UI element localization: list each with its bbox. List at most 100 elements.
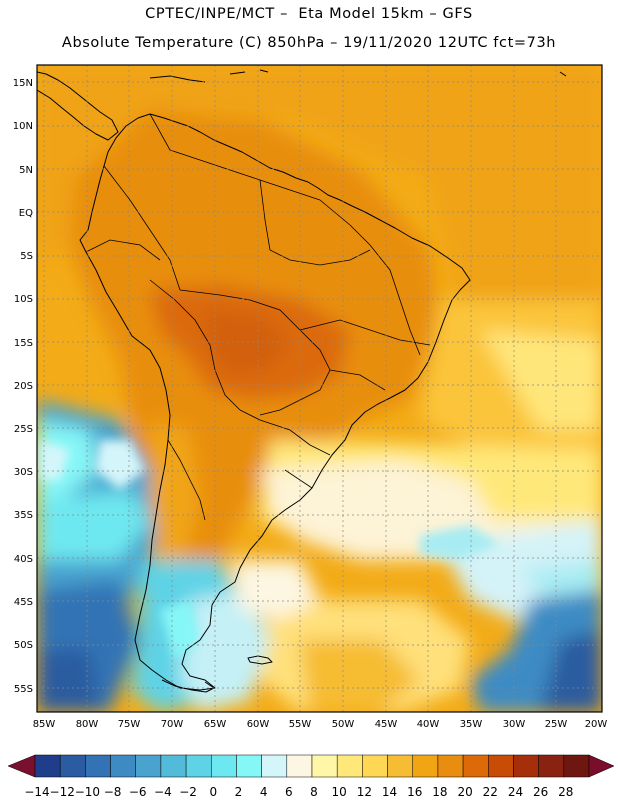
graticule <box>37 65 602 712</box>
colorbar-label: −14 <box>24 785 49 799</box>
latitude-axis: 15N 10N 5N EQ 5S 10S 15S 20S 25S 30S 35S… <box>13 78 33 695</box>
lat-label: 15N <box>13 78 33 89</box>
border-brazil-states-2 <box>299 319 431 346</box>
lat-label: 25S <box>14 424 33 435</box>
lat-label: 10N <box>13 121 33 132</box>
lat-label: 40S <box>14 554 33 565</box>
map-frame <box>36 64 603 713</box>
colorbar-swatch <box>488 754 514 778</box>
lat-label: 35S <box>14 510 33 521</box>
colorbar-label: 0 <box>209 785 217 799</box>
lat-label: 50S <box>14 640 33 651</box>
border-ecuador <box>85 239 161 261</box>
colorbar-swatch <box>261 754 288 778</box>
lon-label: 40W <box>417 719 440 730</box>
colorbar-swatch <box>135 754 162 778</box>
colorbar-label: −8 <box>104 785 122 799</box>
tierra-del-fuego <box>161 679 215 693</box>
colorbar-swatch <box>362 754 388 778</box>
colorbar-label: −2 <box>179 785 197 799</box>
lat-label: 45S <box>14 597 33 608</box>
lat-label: 5S <box>20 251 33 262</box>
lon-label: 30W <box>503 719 526 730</box>
colorbar-swatch <box>286 754 313 778</box>
colorbar-swatch <box>412 754 439 778</box>
lat-label: 15S <box>14 338 33 349</box>
lon-label: 50W <box>332 719 355 730</box>
colorbar-swatch <box>85 754 111 778</box>
lat-label: 55S <box>14 684 33 695</box>
lon-label: 55W <box>289 719 312 730</box>
lon-label: 65W <box>204 719 227 730</box>
colorbar-label: −10 <box>75 785 100 799</box>
colorbar-label: 12 <box>357 785 372 799</box>
lat-label: EQ <box>19 208 33 219</box>
lon-label: 35W <box>460 719 483 730</box>
lon-label: 70W <box>161 719 184 730</box>
colorbar-label: 24 <box>508 785 523 799</box>
lon-label: 20W <box>585 719 608 730</box>
colorbar-swatch <box>211 754 237 778</box>
lat-label: 30S <box>14 467 33 478</box>
colorbar-label: 16 <box>407 785 422 799</box>
border-colombia-peru <box>103 165 181 291</box>
colorbar-swatch <box>311 754 338 778</box>
lat-label: 5N <box>19 165 33 176</box>
colorbar-label: 26 <box>533 785 548 799</box>
lon-label: 80W <box>76 719 99 730</box>
colorbar-swatch <box>513 754 539 778</box>
colorbar-label: 18 <box>432 785 447 799</box>
border-brazil-states-1 <box>319 199 421 356</box>
lat-label: 10S <box>14 294 33 305</box>
colorbar-max-arrow <box>588 754 615 778</box>
colorbar-label: −6 <box>129 785 147 799</box>
lat-label: 20S <box>14 381 33 392</box>
colorbar-label: 22 <box>483 785 498 799</box>
lon-label: 60W <box>247 719 270 730</box>
colorbar-label: 4 <box>260 785 268 799</box>
lon-label: 85W <box>33 719 56 730</box>
colorbar: −14 −12 −10 −8 −6 −4 −2 0 2 4 6 8 10 12 14 16 18 20 22 24 26… <box>7 754 615 799</box>
colorbar-swatch <box>563 754 590 778</box>
colorbar-swatch <box>387 754 413 778</box>
lon-label: 45W <box>375 719 398 730</box>
colorbar-label: 14 <box>382 785 397 799</box>
colorbar-swatch <box>336 754 363 778</box>
colorbar-label: 10 <box>332 785 347 799</box>
colorbar-label: 28 <box>558 785 573 799</box>
border-brazil-states-3 <box>329 369 386 391</box>
colorbar-label: −12 <box>50 785 75 799</box>
border-north <box>149 113 321 201</box>
colorbar-swatch <box>110 754 136 778</box>
colorbar-swatch <box>59 754 86 778</box>
colorbar-label: 8 <box>310 785 318 799</box>
border-chile-argentina <box>167 439 206 521</box>
caribbean-islands <box>149 69 567 83</box>
lon-label: 75W <box>118 719 141 730</box>
colorbar-label: 2 <box>235 785 243 799</box>
colorbar-swatch <box>437 754 464 778</box>
colorbar-swatch <box>34 754 61 778</box>
colorbar-swatch <box>185 754 212 778</box>
border-paraguay <box>239 409 331 456</box>
colorbar-swatch <box>160 754 187 778</box>
colorbar-label: 6 <box>285 785 293 799</box>
border-bolivia-west <box>149 279 241 411</box>
colorbar-swatch <box>462 754 489 778</box>
colorbar-min-arrow <box>7 754 36 778</box>
central-america-coast <box>37 71 119 141</box>
temperature-field <box>37 65 602 712</box>
colorbar-label: 20 <box>457 785 472 799</box>
title-line-2: Absolute Temperature (C) 850hPa – 19/11/… <box>61 35 557 51</box>
longitude-axis: 85W 80W 75W 70W 65W 60W 55W 50W 45W 40W … <box>33 719 608 730</box>
title-line-1: CPTEC/INPE/MCT – Eta Model 15km – GFS <box>145 6 473 22</box>
border-brazil-bolivia <box>179 289 331 416</box>
south-america-coast <box>79 113 471 691</box>
country-borders <box>85 113 431 521</box>
colorbar-swatch <box>236 754 262 778</box>
colorbar-swatch <box>538 754 565 778</box>
coastline <box>37 69 567 693</box>
border-brazil-states-4 <box>259 179 371 266</box>
lon-label: 25W <box>545 719 568 730</box>
